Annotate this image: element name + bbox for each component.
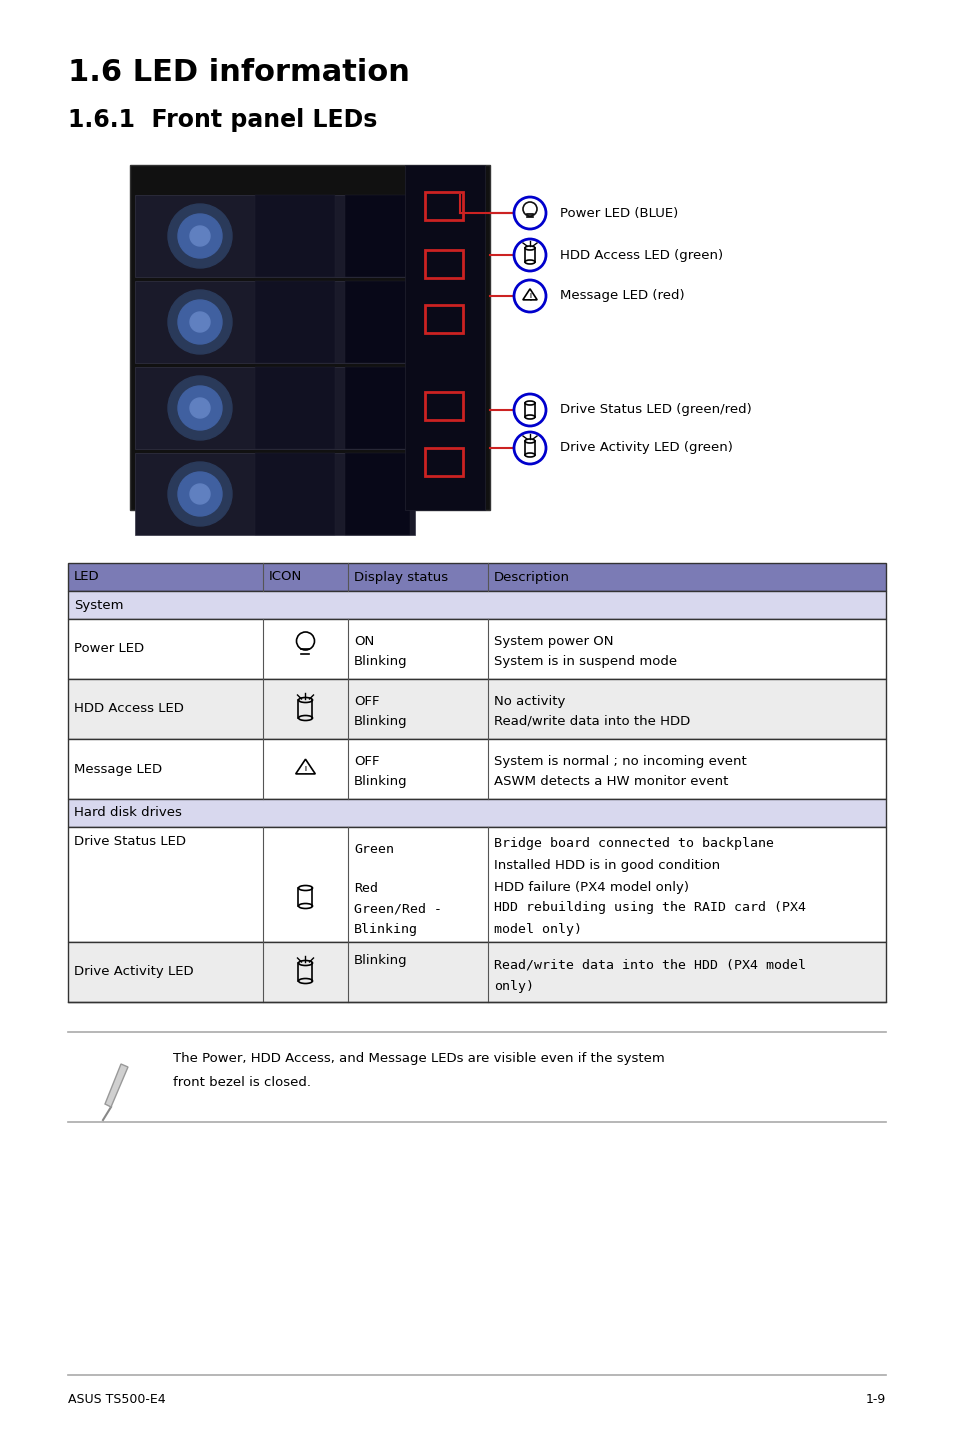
Text: Hard disk drives: Hard disk drives xyxy=(74,806,182,819)
Bar xyxy=(424,251,462,278)
Text: Read/write data into the HDD (PX4 model: Read/write data into the HDD (PX4 model xyxy=(494,958,805,971)
Bar xyxy=(345,195,410,276)
Bar xyxy=(68,942,885,1002)
Text: only): only) xyxy=(494,979,534,992)
Text: front bezel is closed.: front bezel is closed. xyxy=(172,1075,311,1088)
Text: !: ! xyxy=(303,766,307,776)
Text: OFF: OFF xyxy=(354,755,379,768)
Bar xyxy=(424,305,462,334)
Text: Drive Activity LED: Drive Activity LED xyxy=(74,965,193,978)
Text: Red: Red xyxy=(354,882,377,895)
Bar xyxy=(135,453,415,536)
Text: Drive Status LED: Drive Status LED xyxy=(74,835,186,848)
Text: ON: ON xyxy=(354,634,374,649)
Circle shape xyxy=(190,226,210,246)
Text: ICON: ICON xyxy=(269,570,302,583)
Circle shape xyxy=(168,463,232,526)
Bar xyxy=(254,195,335,276)
Text: Bridge board connected to backplane: Bridge board connected to backplane xyxy=(494,836,773,851)
Bar xyxy=(135,281,415,362)
Circle shape xyxy=(168,377,232,440)
Text: Read/write data into the HDD: Read/write data into the HDD xyxy=(494,715,690,727)
Bar xyxy=(405,165,484,510)
Text: OFF: OFF xyxy=(354,695,379,707)
Text: Power LED: Power LED xyxy=(74,643,144,656)
Bar xyxy=(345,367,410,450)
Bar xyxy=(345,281,410,362)
Circle shape xyxy=(168,203,232,268)
Text: !: ! xyxy=(528,294,532,304)
Text: Green/Red -: Green/Red - xyxy=(354,902,441,915)
Bar xyxy=(68,828,885,942)
Bar xyxy=(68,619,885,679)
Text: Blinking: Blinking xyxy=(354,924,417,937)
Text: Display status: Display status xyxy=(354,570,448,583)
Bar xyxy=(135,195,415,276)
Circle shape xyxy=(178,213,222,258)
Text: HDD Access LED (green): HDD Access LED (green) xyxy=(559,249,722,262)
Bar xyxy=(68,739,885,799)
Bar xyxy=(254,453,335,536)
Bar xyxy=(135,367,415,450)
Text: HDD failure (PX4 model only): HDD failure (PX4 model only) xyxy=(494,881,688,894)
Text: 1.6.1  Front panel LEDs: 1.6.1 Front panel LEDs xyxy=(68,107,377,132)
Text: System is normal ; no incoming event: System is normal ; no incoming event xyxy=(494,755,746,768)
Text: Message LED (red): Message LED (red) xyxy=(559,289,684,302)
Text: HDD Access LED: HDD Access LED xyxy=(74,703,184,716)
Bar xyxy=(68,679,885,739)
Bar xyxy=(424,448,462,475)
Circle shape xyxy=(178,387,222,430)
Circle shape xyxy=(178,299,222,344)
Bar xyxy=(68,591,885,619)
Text: Blinking: Blinking xyxy=(354,715,407,727)
Text: Green: Green xyxy=(354,843,394,856)
Text: Drive Status LED (green/red): Drive Status LED (green/red) xyxy=(559,404,751,417)
Bar xyxy=(424,392,462,420)
Text: System power ON: System power ON xyxy=(494,634,613,649)
Circle shape xyxy=(190,484,210,504)
Text: ASUS TS500-E4: ASUS TS500-E4 xyxy=(68,1393,166,1406)
Text: Blinking: Blinking xyxy=(354,954,407,967)
Text: Blinking: Blinking xyxy=(354,654,407,667)
Text: 1-9: 1-9 xyxy=(864,1393,885,1406)
Text: 1.6 LED information: 1.6 LED information xyxy=(68,59,410,87)
Bar xyxy=(254,367,335,450)
Bar xyxy=(345,453,410,536)
Text: System: System xyxy=(74,599,123,611)
Text: Message LED: Message LED xyxy=(74,762,162,776)
Circle shape xyxy=(190,398,210,418)
Text: Installed HDD is in good condition: Installed HDD is in good condition xyxy=(494,859,720,872)
Text: LED: LED xyxy=(74,570,99,583)
Bar xyxy=(68,563,885,591)
Text: Blinking: Blinking xyxy=(354,775,407,788)
Circle shape xyxy=(190,312,210,332)
Circle shape xyxy=(178,473,222,516)
Text: Description: Description xyxy=(494,570,569,583)
Bar xyxy=(68,799,885,828)
Text: model only): model only) xyxy=(494,924,581,937)
Circle shape xyxy=(168,291,232,354)
Text: ASWM detects a HW monitor event: ASWM detects a HW monitor event xyxy=(494,775,727,788)
Text: The Power, HDD Access, and Message LEDs are visible even if the system: The Power, HDD Access, and Message LEDs … xyxy=(172,1053,664,1065)
Text: No activity: No activity xyxy=(494,695,565,707)
Text: Drive Activity LED (green): Drive Activity LED (green) xyxy=(559,441,732,454)
Text: System is in suspend mode: System is in suspend mode xyxy=(494,654,677,667)
Bar xyxy=(254,281,335,362)
Bar xyxy=(424,192,462,221)
Bar xyxy=(130,165,490,510)
Text: Power LED (BLUE): Power LED (BLUE) xyxy=(559,206,678,219)
Polygon shape xyxy=(105,1064,128,1107)
Text: HDD rebuilding using the RAID card (PX4: HDD rebuilding using the RAID card (PX4 xyxy=(494,901,805,914)
